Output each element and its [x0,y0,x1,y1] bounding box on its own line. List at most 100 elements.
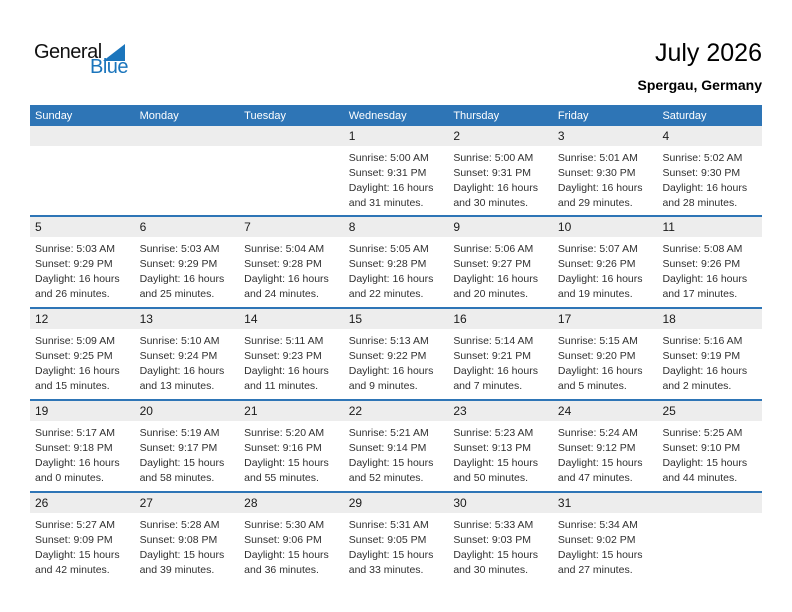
day-details: Sunrise: 5:17 AM Sunset: 9:18 PM Daylight:… [30,421,135,486]
detail-line: and 13 minutes. [139,380,215,392]
detail-line: and 50 minutes. [453,472,529,484]
detail-line: Sunset: 9:30 PM [557,167,636,179]
weekday-header-row: Sunday Monday Tuesday Wednesday Thursday… [30,105,762,126]
day-details: Sunrise: 5:16 AM Sunset: 9:19 PM Daylight:… [657,329,762,394]
detail-line: Sunset: 9:22 PM [348,350,427,362]
day-number: 22 [343,401,449,421]
detail-line: and 9 minutes. [348,380,418,392]
detail-line: Sunrise: 5:19 AM [139,427,220,439]
day-details: Sunrise: 5:04 AM Sunset: 9:28 PM Daylight:… [239,237,344,302]
detail-line: and 58 minutes. [139,472,215,484]
day-details [657,513,762,518]
day-number: 9 [448,217,553,237]
calendar-day-cell: 4 Sunrise: 5:02 AM Sunset: 9:30 PM Daylight… [657,126,763,215]
detail-line: Sunrise: 5:20 AM [244,427,325,439]
detail-line: Daylight: 15 hours [348,457,434,469]
detail-line: and 17 minutes. [662,288,738,300]
day-details [135,146,240,151]
day-number: 24 [552,401,658,421]
detail-line: Daylight: 16 hours [662,182,748,194]
detail-line: and 26 minutes. [35,288,110,300]
calendar-day-cell: 20 Sunrise: 5:19 AM Sunset: 9:17 PM Dayligh… [134,401,240,491]
detail-line: Sunrise: 5:16 AM [662,335,743,347]
day-number: 3 [552,126,658,146]
detail-line: and 5 minutes. [557,380,627,392]
day-number: 16 [448,309,553,329]
day-number [134,126,240,146]
day-number: 28 [239,493,344,513]
weekday-header-saturday: Saturday [662,109,707,122]
detail-line: Sunset: 9:26 PM [662,258,741,270]
detail-line: Sunrise: 5:03 AM [139,243,220,255]
day-number: 6 [134,217,240,237]
detail-line: Sunset: 9:23 PM [244,350,322,362]
detail-line: and 31 minutes. [348,197,424,209]
detail-line: Sunrise: 5:25 AM [662,427,743,439]
calendar-day-cell: 12 Sunrise: 5:09 AM Sunset: 9:25 PM Dayligh… [30,309,135,399]
detail-line: Sunset: 9:29 PM [139,258,218,270]
detail-line: Sunrise: 5:07 AM [557,243,638,255]
detail-line: Daylight: 16 hours [35,273,120,285]
detail-line: Sunset: 9:14 PM [348,442,427,454]
detail-line: Sunrise: 5:17 AM [35,427,115,439]
month-title: July 2026 [654,39,762,67]
detail-line: Daylight: 16 hours [453,365,538,377]
day-details: Sunrise: 5:23 AM Sunset: 9:13 PM Daylight:… [448,421,553,486]
detail-line: Sunrise: 5:27 AM [35,519,115,531]
day-details: Sunrise: 5:27 AM Sunset: 9:09 PM Daylight:… [30,513,135,578]
detail-line: Sunset: 9:24 PM [139,350,218,362]
calendar-day-cell: 2 Sunrise: 5:00 AM Sunset: 9:31 PM Daylight… [448,126,553,215]
detail-line: and 25 minutes. [139,288,215,300]
calendar-day-cell: 10 Sunrise: 5:07 AM Sunset: 9:26 PM Dayligh… [552,217,658,307]
day-details: Sunrise: 5:20 AM Sunset: 9:16 PM Daylight:… [239,421,344,486]
day-details: Sunrise: 5:03 AM Sunset: 9:29 PM Daylight:… [135,237,240,302]
detail-line: Sunset: 9:28 PM [244,258,322,270]
day-details: Sunrise: 5:00 AM Sunset: 9:31 PM Daylight:… [448,146,553,211]
day-number: 1 [343,126,449,146]
logo-text-blue: Blue [90,56,129,78]
detail-line: Daylight: 16 hours [139,365,225,377]
detail-line: Sunset: 9:12 PM [557,442,636,454]
detail-line: Sunrise: 5:13 AM [348,335,429,347]
detail-line: and 52 minutes. [348,472,424,484]
calendar-day-cell: 22 Sunrise: 5:21 AM Sunset: 9:14 PM Dayligh… [343,401,449,491]
weekday-header-tuesday: Tuesday [244,109,286,122]
day-details: Sunrise: 5:19 AM Sunset: 9:17 PM Daylight:… [135,421,240,486]
detail-line: Daylight: 16 hours [35,365,120,377]
day-number [239,126,344,146]
calendar-day-cell: 23 Sunrise: 5:23 AM Sunset: 9:13 PM Dayligh… [448,401,553,491]
day-details: Sunrise: 5:34 AM Sunset: 9:02 PM Daylight:… [553,513,658,578]
detail-line: and 20 minutes. [453,288,529,300]
detail-line: Sunset: 9:08 PM [139,534,218,546]
weekday-header-thursday: Thursday [453,109,500,122]
detail-line: Sunset: 9:25 PM [35,350,113,362]
detail-line: Sunrise: 5:09 AM [35,335,115,347]
weeks-container: 1 Sunrise: 5:00 AM Sunset: 9:31 PM Daylight… [30,126,763,583]
calendar-empty-cell [30,126,135,215]
calendar-table: Sunday Monday Tuesday Wednesday Thursday… [30,105,763,583]
detail-line: and 44 minutes. [662,472,738,484]
logo-line1: General [34,42,128,62]
day-number: 13 [134,309,240,329]
day-number: 12 [30,309,135,329]
detail-line: Sunrise: 5:23 AM [453,427,534,439]
detail-line: Sunrise: 5:03 AM [35,243,115,255]
detail-line: Sunrise: 5:10 AM [139,335,220,347]
calendar-day-cell: 11 Sunrise: 5:08 AM Sunset: 9:26 PM Dayligh… [657,217,763,307]
weekday-header-sunday: Sunday [35,109,73,122]
detail-line: Sunrise: 5:02 AM [662,152,743,164]
calendar-day-cell: 30 Sunrise: 5:33 AM Sunset: 9:03 PM Dayligh… [448,493,553,583]
week-row: 5 Sunrise: 5:03 AM Sunset: 9:29 PM Daylight… [30,215,763,307]
detail-line: Sunset: 9:21 PM [453,350,531,362]
detail-line: Sunrise: 5:14 AM [453,335,534,347]
detail-line: Sunset: 9:09 PM [35,534,113,546]
detail-line: and 30 minutes. [453,197,529,209]
day-details [239,146,344,151]
detail-line: Daylight: 15 hours [348,549,434,561]
calendar-day-cell: 1 Sunrise: 5:00 AM Sunset: 9:31 PM Daylight… [343,126,449,215]
day-number: 11 [657,217,763,237]
day-details: Sunrise: 5:09 AM Sunset: 9:25 PM Daylight:… [30,329,135,394]
detail-line: and 28 minutes. [662,197,738,209]
detail-line: Sunset: 9:20 PM [557,350,636,362]
day-number: 7 [239,217,344,237]
